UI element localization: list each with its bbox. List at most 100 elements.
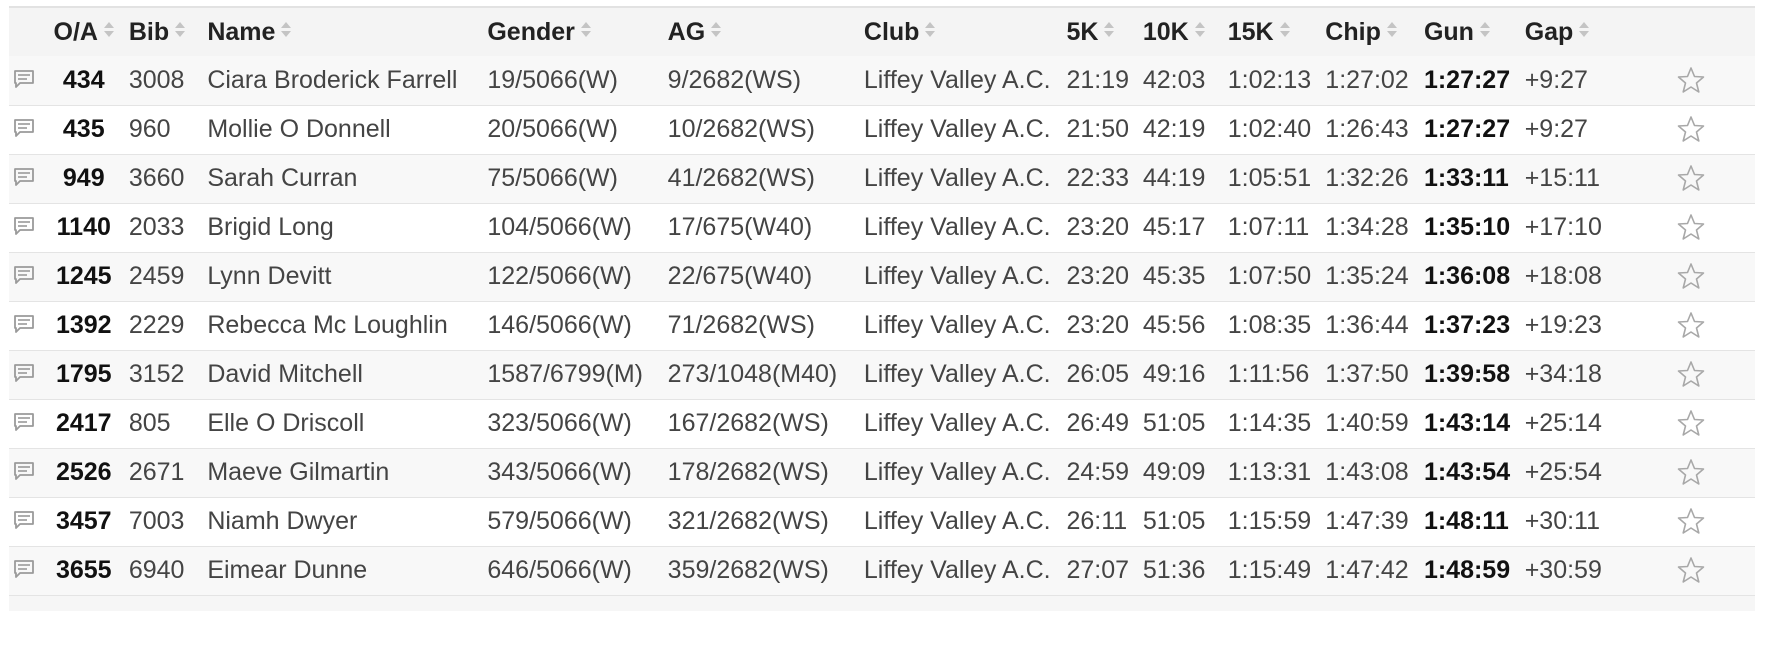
star-outline-icon[interactable]	[1677, 66, 1705, 94]
star-outline-icon[interactable]	[1677, 360, 1705, 388]
split-15k: 1:13:31	[1227, 458, 1312, 486]
bib-number: 2229	[128, 311, 185, 339]
column-header-name[interactable]: Name	[207, 8, 487, 56]
star-outline-icon[interactable]	[1677, 311, 1705, 339]
row-favorite-cell[interactable]	[1627, 154, 1755, 203]
comment-icon[interactable]	[13, 265, 35, 285]
bib-number: 3008	[128, 65, 185, 94]
star-outline-icon[interactable]	[1677, 164, 1705, 192]
runner-name[interactable]: Lynn Devitt	[207, 262, 332, 290]
row-note-cell[interactable]	[9, 154, 39, 203]
comment-icon[interactable]	[13, 216, 35, 236]
row-favorite-cell[interactable]	[1627, 105, 1755, 154]
row-favorite-cell[interactable]	[1627, 546, 1755, 595]
runner-name[interactable]: Sarah Curran	[207, 164, 358, 192]
row-note-cell[interactable]	[9, 252, 39, 301]
column-header-5k[interactable]: 5K	[1067, 8, 1143, 56]
runner-name[interactable]: Elle O Driscoll	[207, 409, 365, 437]
column-header-gun[interactable]: Gun	[1424, 8, 1525, 56]
column-header-10k[interactable]: 10K	[1143, 8, 1228, 56]
table-row[interactable]: 435 960 Mollie O Donnell 20/5066(W) 10/2…	[9, 105, 1755, 154]
table-row[interactable]: 3457 7003 Niamh Dwyer 579/5066(W) 321/26…	[9, 497, 1755, 546]
star-outline-icon[interactable]	[1677, 262, 1705, 290]
star-outline-icon[interactable]	[1677, 507, 1705, 535]
star-outline-icon[interactable]	[1677, 409, 1705, 437]
age-group-position: 41/2682(WS)	[667, 164, 815, 192]
table-row[interactable]: 434 3008 Ciara Broderick Farrell 19/5066…	[9, 56, 1755, 105]
runner-name[interactable]: Niamh Dwyer	[207, 507, 358, 535]
comment-icon[interactable]	[13, 510, 35, 530]
comment-icon[interactable]	[13, 314, 35, 334]
star-outline-icon[interactable]	[1677, 115, 1705, 143]
table-row[interactable]: 2526 2671 Maeve Gilmartin 343/5066(W) 17…	[9, 448, 1755, 497]
row-note-cell[interactable]	[9, 546, 39, 595]
star-outline-icon[interactable]	[1677, 213, 1705, 241]
gun-time: 1:36:08	[1423, 262, 1511, 290]
comment-icon[interactable]	[13, 69, 35, 89]
comment-icon[interactable]	[13, 118, 35, 138]
column-header-chip[interactable]: Chip	[1325, 8, 1424, 56]
split-5k: 26:49	[1066, 409, 1130, 437]
overall-position: 3457	[55, 507, 112, 535]
row-favorite-cell[interactable]	[1627, 301, 1755, 350]
comment-icon[interactable]	[13, 167, 35, 187]
row-note-cell[interactable]	[9, 56, 39, 105]
table-row[interactable]: 1245 2459 Lynn Devitt 122/5066(W) 22/675…	[9, 252, 1755, 301]
chip-time: 1:32:26	[1325, 164, 1409, 192]
comment-icon[interactable]	[13, 461, 35, 481]
column-header-oa[interactable]: O/A	[39, 8, 129, 56]
gap-time: +25:14	[1524, 409, 1602, 437]
table-row[interactable]: 1140 2033 Brigid Long 104/5066(W) 17/675…	[9, 203, 1755, 252]
split-10k: 49:16	[1142, 360, 1206, 388]
runner-name[interactable]: Rebecca Mc Loughlin	[207, 311, 448, 339]
comment-icon[interactable]	[13, 363, 35, 383]
row-favorite-cell[interactable]	[1627, 350, 1755, 399]
column-header-ag[interactable]: AG	[668, 8, 864, 56]
row-note-cell[interactable]	[9, 448, 39, 497]
runner-name[interactable]: Brigid Long	[207, 213, 334, 241]
chip-time: 1:47:42	[1325, 556, 1409, 584]
runner-name[interactable]: Eimear Dunne	[207, 556, 368, 584]
gap-time: +17:10	[1524, 213, 1602, 241]
overall-position: 2526	[55, 458, 112, 486]
runner-name[interactable]: Mollie O Donnell	[207, 115, 391, 143]
table-row[interactable]: 2417 805 Elle O Driscoll 323/5066(W) 167…	[9, 399, 1755, 448]
star-outline-icon[interactable]	[1677, 556, 1705, 584]
runner-name[interactable]: David Mitchell	[207, 360, 363, 388]
row-favorite-cell[interactable]	[1627, 203, 1755, 252]
row-note-cell[interactable]	[9, 497, 39, 546]
column-header-bib[interactable]: Bib	[129, 8, 207, 56]
row-favorite-cell[interactable]	[1627, 399, 1755, 448]
column-header-label: Gap	[1524, 17, 1574, 46]
gender-position: 19/5066(W)	[487, 65, 618, 94]
split-15k: 1:15:59	[1227, 507, 1312, 535]
column-header-club[interactable]: Club	[864, 8, 1067, 56]
runner-name[interactable]: Maeve Gilmartin	[207, 458, 390, 486]
table-row[interactable]: 1392 2229 Rebecca Mc Loughlin 146/5066(W…	[9, 301, 1755, 350]
table-row[interactable]: 1795 3152 David Mitchell 1587/6799(M) 27…	[9, 350, 1755, 399]
bib-number: 6940	[128, 556, 185, 584]
row-favorite-cell[interactable]	[1627, 448, 1755, 497]
gun-time: 1:43:14	[1423, 409, 1511, 437]
comment-icon[interactable]	[13, 412, 35, 432]
row-favorite-cell[interactable]	[1627, 497, 1755, 546]
gap-time: +18:08	[1524, 262, 1602, 290]
gender-position: 104/5066(W)	[487, 213, 632, 241]
column-header-15k[interactable]: 15K	[1228, 8, 1326, 56]
row-note-cell[interactable]	[9, 105, 39, 154]
column-header-gender[interactable]: Gender	[487, 8, 667, 56]
column-header-gap[interactable]: Gap	[1525, 8, 1627, 56]
bib-number: 2671	[128, 458, 185, 486]
star-outline-icon[interactable]	[1677, 458, 1705, 486]
runner-name[interactable]: Ciara Broderick Farrell	[207, 65, 458, 94]
row-note-cell[interactable]	[9, 203, 39, 252]
row-favorite-cell[interactable]	[1627, 56, 1755, 105]
row-note-cell[interactable]	[9, 301, 39, 350]
row-favorite-cell[interactable]	[1627, 252, 1755, 301]
table-row[interactable]: 949 3660 Sarah Curran 75/5066(W) 41/2682…	[9, 154, 1755, 203]
row-note-cell[interactable]	[9, 399, 39, 448]
gap-time: +34:18	[1524, 360, 1602, 388]
comment-icon[interactable]	[13, 559, 35, 579]
row-note-cell[interactable]	[9, 350, 39, 399]
table-row[interactable]: 3655 6940 Eimear Dunne 646/5066(W) 359/2…	[9, 546, 1755, 595]
